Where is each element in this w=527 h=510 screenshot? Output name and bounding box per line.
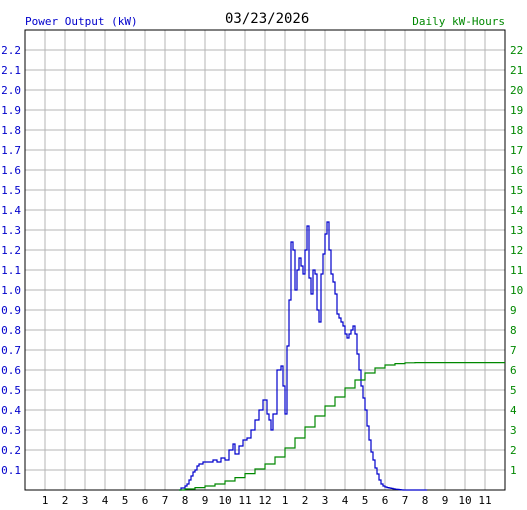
y-right-tick-label: 4 [510, 404, 517, 417]
x-tick-label: 10 [218, 494, 231, 507]
y-left-tick-label: 1.2 [1, 244, 21, 257]
y-right-tick-label: 17 [510, 144, 523, 157]
right-axis-label: Daily kW-Hours [412, 15, 505, 28]
y-left-tick-label: 1.3 [1, 224, 21, 237]
chart-title: 03/23/2026 [225, 11, 310, 27]
x-tick-label: 12 [258, 494, 271, 507]
y-left-tick-label: 0.4 [1, 404, 21, 417]
x-tick-label: 10 [458, 494, 471, 507]
x-tick-label: 9 [442, 494, 449, 507]
y-right-tick-label: 11 [510, 264, 523, 277]
y-right-tick-label: 8 [510, 324, 517, 337]
y-right-tick-label: 18 [510, 124, 523, 137]
x-tick-label: 8 [422, 494, 429, 507]
x-tick-label: 11 [478, 494, 491, 507]
y-left-tick-label: 0.6 [1, 364, 21, 377]
y-right-tick-label: 14 [510, 204, 524, 217]
y-left-tick-label: 1.8 [1, 124, 21, 137]
y-right-tick-label: 1 [510, 464, 517, 477]
y-left-tick-label: 0.8 [1, 324, 21, 337]
x-tick-label: 2 [302, 494, 309, 507]
y-right-tick-label: 6 [510, 364, 517, 377]
y-right-tick-label: 22 [510, 44, 523, 57]
y-right-tick-label: 2 [510, 444, 517, 457]
y-left-tick-label: 1.4 [1, 204, 21, 217]
power-output-series-line [179, 221, 427, 491]
y-right-tick-label: 15 [510, 184, 523, 197]
y-right-tick-label: 10 [510, 284, 523, 297]
x-tick-label: 9 [202, 494, 209, 507]
y-right-tick-label: 21 [510, 64, 523, 77]
daily-kwh-series-line [179, 362, 505, 491]
x-tick-label: 2 [62, 494, 69, 507]
y-left-tick-label: 2.0 [1, 84, 21, 97]
y-left-tick-label: 1.9 [1, 104, 21, 117]
x-tick-label: 5 [122, 494, 129, 507]
x-tick-label: 5 [362, 494, 369, 507]
y-left-tick-label: 1.6 [1, 164, 21, 177]
y-right-tick-label: 20 [510, 84, 523, 97]
y-right-tick-label: 7 [510, 344, 517, 357]
x-tick-label: 11 [238, 494, 251, 507]
y-left-tick-label: 0.3 [1, 424, 21, 437]
x-tick-label: 7 [402, 494, 409, 507]
y-right-tick-label: 3 [510, 424, 517, 437]
x-tick-label: 3 [82, 494, 89, 507]
x-tick-label: 6 [382, 494, 389, 507]
y-right-tick-label: 5 [510, 384, 517, 397]
x-tick-label: 1 [42, 494, 49, 507]
x-tick-label: 1 [282, 494, 289, 507]
y-left-tick-label: 1.1 [1, 264, 21, 277]
x-tick-label: 4 [102, 494, 109, 507]
x-tick-label: 3 [322, 494, 329, 507]
x-tick-label: 7 [162, 494, 169, 507]
y-left-tick-label: 0.5 [1, 384, 21, 397]
y-right-tick-label: 19 [510, 104, 523, 117]
y-left-tick-label: 1.0 [1, 284, 21, 297]
y-left-tick-label: 0.1 [1, 464, 21, 477]
y-left-tick-label: 2.2 [1, 44, 21, 57]
y-right-tick-label: 13 [510, 224, 523, 237]
y-left-tick-label: 1.7 [1, 144, 21, 157]
x-tick-label: 8 [182, 494, 189, 507]
y-right-tick-label: 16 [510, 164, 523, 177]
plot-border [24, 29, 506, 491]
left-axis-label: Power Output (kW) [25, 15, 138, 28]
y-left-tick-label: 1.5 [1, 184, 21, 197]
y-left-tick-label: 0.7 [1, 344, 21, 357]
x-tick-label: 6 [142, 494, 149, 507]
x-tick-label: 4 [342, 494, 349, 507]
y-right-tick-label: 12 [510, 244, 523, 257]
y-left-tick-label: 2.1 [1, 64, 21, 77]
y-right-tick-label: 9 [510, 304, 517, 317]
y-left-tick-label: 0.9 [1, 304, 21, 317]
y-left-tick-label: 0.2 [1, 444, 21, 457]
